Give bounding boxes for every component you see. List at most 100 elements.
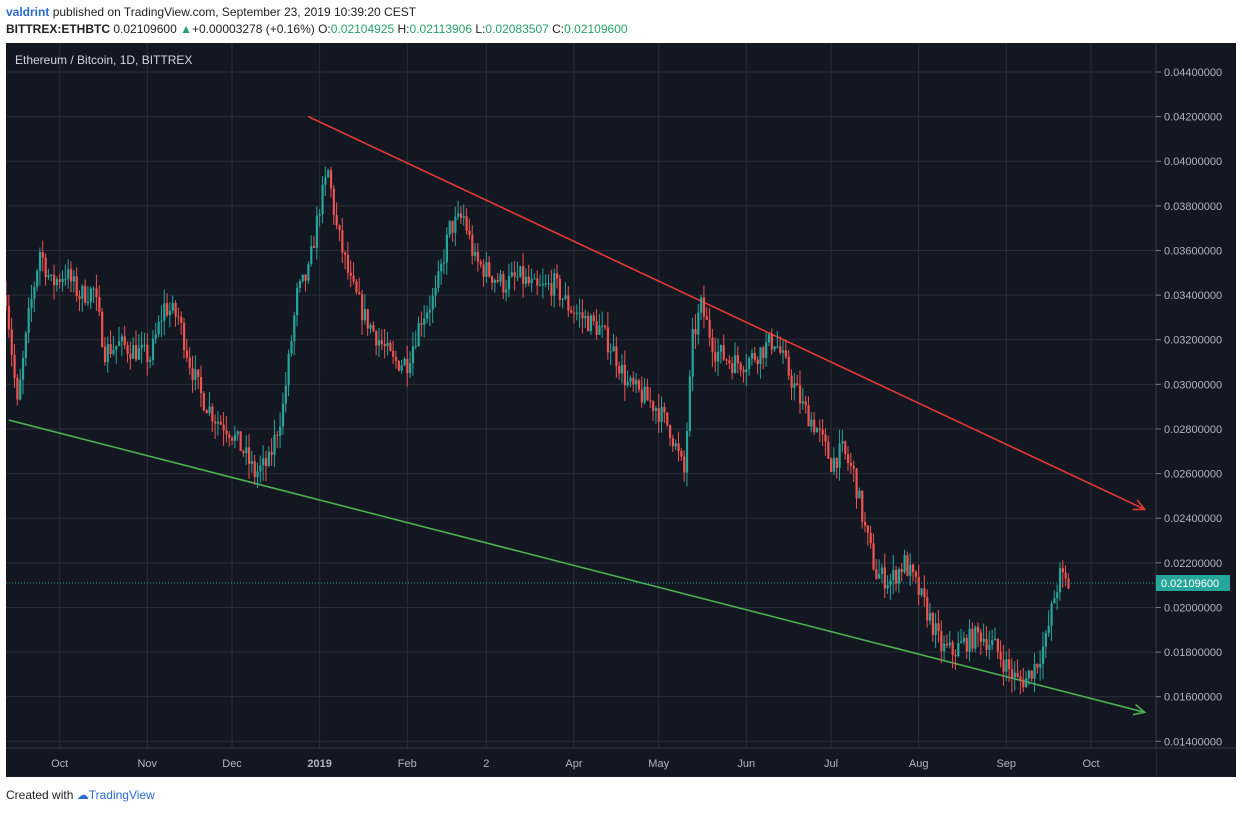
candle-body: [264, 458, 268, 467]
candle-body: [612, 346, 615, 352]
candle-body: [103, 346, 107, 362]
candle-body: [174, 303, 177, 317]
candle-body: [126, 344, 129, 354]
candle-body: [267, 451, 270, 467]
candle-body: [262, 458, 265, 466]
x-tick-label: Jul: [824, 758, 838, 770]
y-tick-label: 0.01800000: [1164, 647, 1222, 659]
candle-body: [465, 216, 468, 231]
author-link[interactable]: valdrint: [6, 5, 50, 19]
x-tick-label: Aug: [909, 758, 929, 770]
candle-body: [883, 567, 886, 589]
candle-body: [1033, 663, 1036, 679]
candle-body: [558, 278, 562, 300]
candle-body: [457, 213, 460, 217]
candle-body: [620, 364, 624, 374]
candle-body: [519, 266, 522, 277]
price-chart[interactable]: 0.04400000 0.04200000 0.04000000 0.03800000…: [6, 43, 1236, 777]
tradingview-link[interactable]: TradingView: [88, 788, 155, 802]
x-tick-label: Feb: [398, 758, 417, 770]
candle-body: [742, 370, 745, 373]
candle-body: [199, 376, 203, 394]
candle-body: [185, 350, 189, 358]
candle-body: [259, 465, 262, 472]
candle-body: [1013, 672, 1016, 678]
candle-body: [140, 345, 143, 349]
candle-body: [394, 356, 398, 362]
candle-body: [663, 406, 666, 413]
candle-body: [595, 321, 598, 335]
candle-body: [431, 295, 434, 310]
candle-body: [1005, 659, 1008, 672]
candle-body: [1053, 598, 1056, 604]
candle-body: [974, 626, 977, 649]
candle-body: [606, 327, 610, 353]
symbol-quote-line: BITTREX:ETHBTC 0.02109600 ▲+0.00003278 (…: [6, 22, 628, 36]
candle-body: [426, 312, 429, 319]
candle-body: [160, 320, 163, 322]
time-axis-labels: Oct Nov Dec 2019 Feb 2 Apr May Jun Jul Aug Sep Oct: [51, 758, 1099, 770]
candle-body: [231, 437, 234, 441]
candle-body: [889, 580, 892, 585]
candle-body: [329, 170, 333, 189]
candle-body: [522, 266, 525, 284]
candle-body: [880, 567, 884, 574]
candle-body: [442, 262, 446, 264]
candle-body: [835, 457, 838, 468]
candle-body: [1002, 659, 1005, 672]
candle-body: [801, 401, 805, 404]
up-triangle-icon: ▲: [180, 22, 192, 36]
candle-body: [318, 214, 321, 216]
close-label: C:: [552, 22, 565, 36]
candle-body: [813, 419, 816, 433]
candle-body: [403, 358, 406, 366]
candle-body: [810, 419, 813, 427]
candle-body: [711, 337, 714, 353]
candle-body: [705, 316, 708, 320]
y-tick-label: 0.04200000: [1164, 112, 1222, 124]
candle-body: [544, 283, 547, 285]
candle-body: [228, 434, 231, 438]
candle-body: [971, 628, 974, 649]
candle-body: [202, 393, 205, 411]
candle-body: [61, 278, 64, 283]
y-tick-label: 0.03800000: [1164, 201, 1222, 213]
candle-body: [132, 344, 135, 359]
candle-body: [1056, 592, 1059, 599]
candle-body: [592, 315, 595, 322]
candle-body: [991, 640, 994, 646]
candle-body: [855, 468, 858, 499]
candle-body: [482, 264, 485, 277]
candle-body: [389, 342, 392, 351]
candle-body: [553, 273, 556, 296]
candle-body: [917, 576, 920, 595]
candle-body: [290, 341, 293, 354]
candle-body: [361, 294, 364, 321]
candle-body: [287, 353, 290, 386]
candle-body: [16, 377, 19, 400]
candle-body: [1058, 568, 1062, 593]
candle-body: [69, 269, 73, 282]
price-axis[interactable]: [1156, 43, 1236, 777]
candle-body: [33, 286, 36, 299]
candle-body: [1067, 578, 1070, 589]
candle-body: [485, 262, 488, 277]
candle-body: [205, 410, 208, 414]
candle-body: [677, 443, 680, 451]
candle-body: [349, 272, 352, 276]
candle-body: [490, 276, 494, 283]
candle-body: [109, 344, 112, 355]
y-tick-label: 0.02600000: [1164, 469, 1222, 481]
candle-body: [222, 424, 225, 431]
time-axis[interactable]: [6, 748, 1156, 777]
candle-body: [451, 220, 454, 233]
candle-body: [98, 297, 101, 312]
candle-body: [134, 344, 138, 360]
candle-body: [488, 262, 491, 277]
candle-body: [459, 213, 463, 218]
candle-body: [550, 283, 553, 296]
candle-body: [420, 323, 423, 325]
candle-body: [697, 312, 700, 335]
candle-body: [581, 312, 584, 319]
open-value: 0.02104925: [330, 22, 395, 36]
